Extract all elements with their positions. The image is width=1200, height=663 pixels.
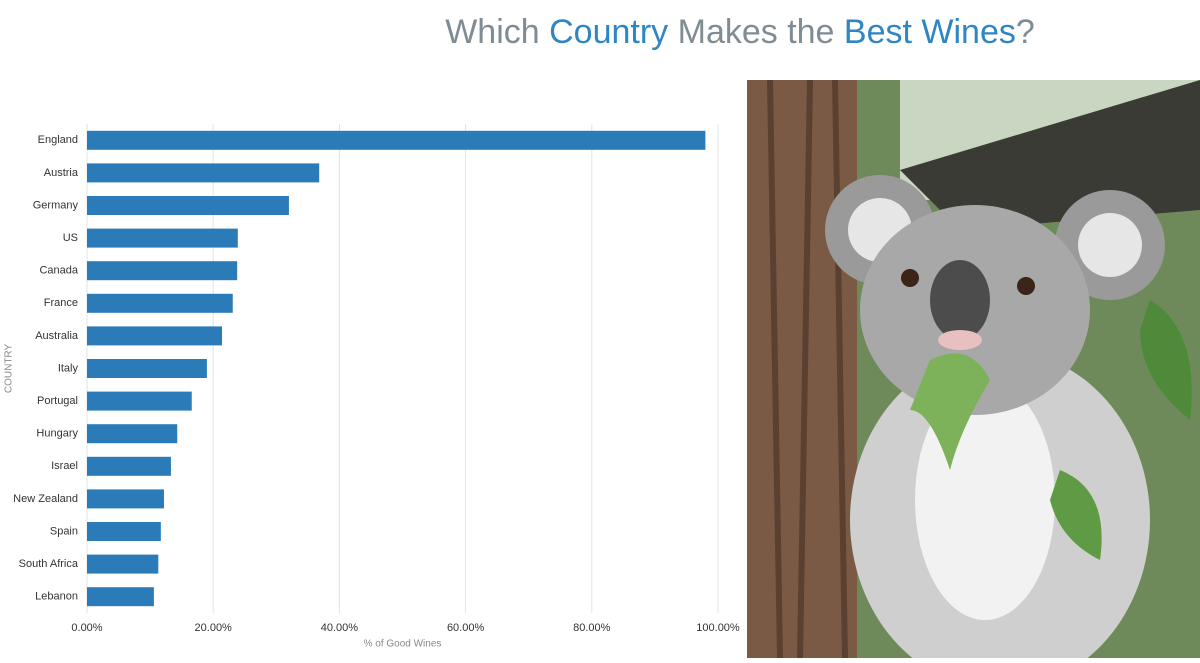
- title-segment: Best Wines: [844, 13, 1016, 51]
- y-tick-label: Canada: [39, 265, 78, 277]
- bar: [87, 456, 171, 476]
- y-tick-label: New Zealand: [13, 493, 78, 505]
- bar: [87, 261, 238, 281]
- y-tick-label: Lebanon: [35, 591, 78, 603]
- y-tick-label: Germany: [33, 199, 79, 211]
- x-axis-label: % of Good Wines: [364, 639, 442, 650]
- y-tick-label: Italy: [58, 362, 79, 374]
- bar: [87, 359, 207, 378]
- title-segment: Country: [549, 13, 668, 51]
- title-segment: Makes the: [668, 13, 844, 51]
- bar: [87, 522, 161, 541]
- x-tick-label: 0.00%: [71, 622, 102, 634]
- x-tick-label: 100.00%: [696, 622, 740, 634]
- y-tick-label: France: [44, 297, 78, 309]
- bar: [87, 424, 178, 444]
- bar: [87, 326, 223, 346]
- bar: [87, 554, 159, 574]
- y-tick-label: Australia: [35, 330, 79, 342]
- x-tick-label: 60.00%: [447, 622, 485, 634]
- y-tick-label: Israel: [51, 460, 78, 472]
- y-tick-label: South Africa: [19, 558, 79, 570]
- bar: [87, 228, 238, 248]
- x-tick-label: 20.00%: [195, 622, 233, 634]
- y-axis-label: COUNTRY: [4, 344, 15, 394]
- y-tick-label: Austria: [44, 167, 79, 179]
- bar: [87, 489, 164, 509]
- chart-title: Which Country Makes the Best Wines?: [445, 13, 1035, 51]
- bar: [87, 163, 320, 183]
- x-tick-label: 40.00%: [321, 622, 359, 634]
- bar: [87, 196, 289, 215]
- y-tick-label: US: [63, 232, 78, 244]
- y-tick-label: Portugal: [37, 395, 78, 407]
- x-tick-label: 80.00%: [573, 622, 611, 634]
- bar: [87, 293, 233, 313]
- y-tick-label: Spain: [50, 525, 78, 537]
- bar: [87, 391, 192, 411]
- y-tick-label: England: [38, 134, 78, 146]
- title-segment: ?: [1016, 13, 1035, 51]
- bar: [87, 587, 154, 607]
- title-segment: Which: [445, 13, 549, 51]
- koala-photo: [747, 79, 1200, 663]
- bar: [87, 130, 706, 150]
- y-tick-label: Hungary: [36, 428, 78, 440]
